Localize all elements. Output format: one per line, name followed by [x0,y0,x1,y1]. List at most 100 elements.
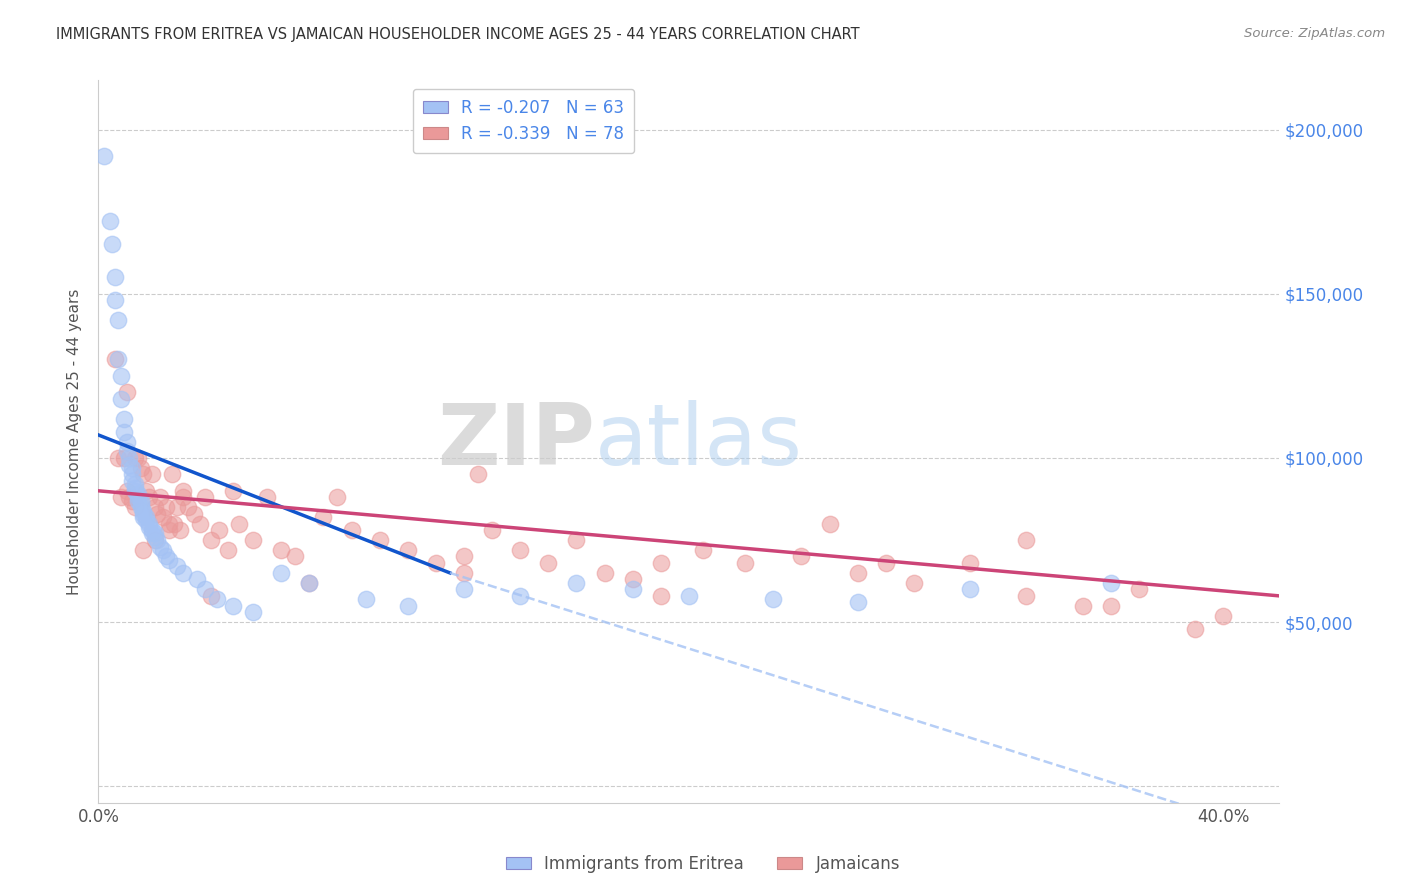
Point [205,592,228,607]
Point [200,533,222,547]
Point [127,491,149,505]
Point [152,542,174,557]
Point [121,460,143,475]
Point [149,491,172,505]
Point [129,493,152,508]
Point [146,507,169,521]
Point [129,460,152,475]
Point [124,450,146,465]
Point [396,599,419,613]
Point [121,467,143,482]
Legend: R = -0.207   N = 63, R = -0.339   N = 78: R = -0.207 N = 63, R = -0.339 N = 78 [413,88,634,153]
Point [903,575,925,590]
Point [135,513,157,527]
Point [155,549,177,564]
Legend: Immigrants from Eritrea, Jamaicans: Immigrants from Eritrea, Jamaicans [499,848,907,880]
Point [115,385,138,400]
Point [298,575,321,590]
Text: Source: ZipAtlas.com: Source: ZipAtlas.com [1244,27,1385,40]
Point [132,542,155,557]
Point [509,589,531,603]
Point [217,542,239,557]
Point [368,533,391,547]
Point [1184,622,1206,636]
Point [124,500,146,515]
Point [1099,575,1122,590]
Point [124,477,146,491]
Point [790,549,813,564]
Point [121,493,143,508]
Point [298,575,321,590]
Point [127,450,149,465]
Point [107,313,129,327]
Point [110,491,132,505]
Point [228,516,250,531]
Point [112,411,135,425]
Point [172,491,194,505]
Point [1099,599,1122,613]
Point [141,523,163,537]
Point [115,483,138,498]
Point [129,497,152,511]
Point [1015,533,1038,547]
Point [118,491,141,505]
Point [132,507,155,521]
Point [172,566,194,580]
Point [183,507,205,521]
Point [284,549,307,564]
Point [846,566,869,580]
Point [256,491,278,505]
Point [152,510,174,524]
Point [818,516,841,531]
Point [121,474,143,488]
Point [112,425,135,439]
Point [146,533,169,547]
Point [115,444,138,458]
Point [138,520,160,534]
Point [118,450,141,465]
Point [143,533,166,547]
Point [172,483,194,498]
Point [208,523,231,537]
Point [1015,589,1038,603]
Point [650,556,672,570]
Point [112,450,135,465]
Point [127,487,149,501]
Point [692,542,714,557]
Point [132,503,155,517]
Point [118,458,141,472]
Point [98,214,121,228]
Point [621,573,644,587]
Point [222,599,245,613]
Point [734,556,756,570]
Point [200,589,222,603]
Point [177,500,200,515]
Point [107,352,129,367]
Point [593,566,616,580]
Point [312,510,335,524]
Point [340,523,363,537]
Point [467,467,489,482]
Point [453,582,475,597]
Point [270,542,292,557]
Point [959,556,981,570]
Point [132,467,155,482]
Point [115,434,138,449]
Point [166,500,188,515]
Point [481,523,503,537]
Point [135,510,157,524]
Point [157,516,180,531]
Point [104,352,127,367]
Text: atlas: atlas [595,400,803,483]
Point [509,542,531,557]
Point [166,559,188,574]
Point [242,533,264,547]
Point [762,592,785,607]
Point [143,500,166,515]
Text: IMMIGRANTS FROM ERITREA VS JAMAICAN HOUSEHOLDER INCOME AGES 25 - 44 YEARS CORREL: IMMIGRANTS FROM ERITREA VS JAMAICAN HOUS… [56,27,860,42]
Point [565,575,588,590]
Point [104,270,127,285]
Point [143,526,166,541]
Point [537,556,560,570]
Point [396,542,419,557]
